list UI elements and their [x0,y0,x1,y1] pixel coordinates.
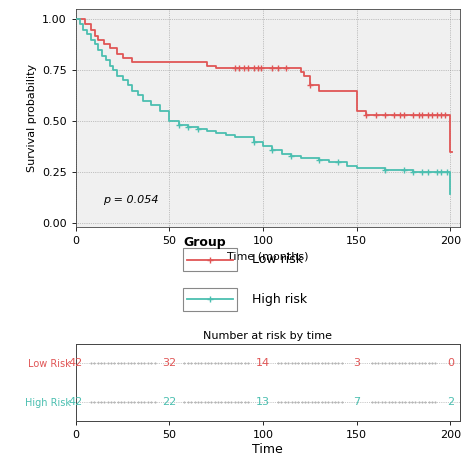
Text: 13: 13 [256,397,270,407]
Text: 3: 3 [353,358,360,368]
Title: Number at risk by time: Number at risk by time [203,332,332,341]
Text: Low risk: Low risk [253,253,303,266]
Text: p = 0.054: p = 0.054 [103,195,158,205]
Text: 42: 42 [69,397,83,407]
Text: 7: 7 [353,397,360,407]
Text: 42: 42 [69,358,83,368]
Text: 0: 0 [447,358,454,368]
Text: 14: 14 [256,358,270,368]
Text: 2: 2 [447,397,454,407]
X-axis label: Time (months): Time (months) [227,251,309,262]
Text: 32: 32 [163,358,176,368]
Text: Group: Group [183,236,226,249]
X-axis label: Time: Time [253,443,283,456]
Text: High risk: High risk [253,293,308,306]
Text: 22: 22 [163,397,177,407]
Y-axis label: Survival probability: Survival probability [27,64,36,172]
